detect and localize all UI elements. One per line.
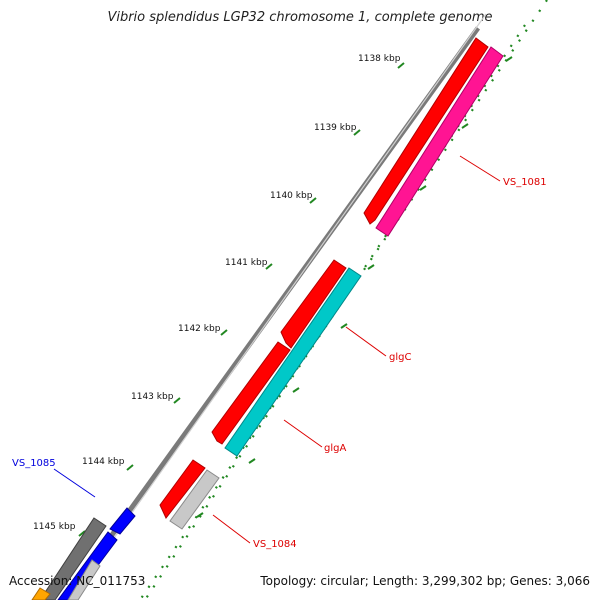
inner-ruler-marks (196, 56, 513, 518)
ruler-tick (78, 530, 86, 537)
cds-features (31, 37, 504, 600)
ruler-tick-label: 1140 kbp (270, 191, 313, 201)
cds-vs1084-grey[interactable] (169, 469, 220, 530)
cds-grey-lower[interactable] (67, 559, 101, 600)
ruler-tick-label: 1141 kbp (225, 258, 268, 268)
gene-label[interactable]: VS_1085 (12, 458, 56, 469)
cds-glgc-cyan[interactable] (224, 267, 362, 457)
map-title: Vibrio splendidus LGP32 chromosome 1, co… (107, 10, 493, 25)
gene-label[interactable]: VS_1081 (503, 177, 547, 188)
ruler-tick (353, 129, 361, 136)
ruler-tick (265, 263, 273, 270)
ruler-tick-label: 1142 kbp (178, 324, 221, 334)
backbone (62, 13, 487, 600)
gene-label[interactable]: VS_1084 (253, 539, 297, 550)
cds-vs1081-pink[interactable] (375, 46, 504, 237)
ruler-tick-label: 1144 kbp (82, 457, 125, 467)
gene-label[interactable]: glgA (324, 443, 346, 454)
ruler-tick-label: 1139 kbp (314, 123, 357, 133)
cds-blue-1[interactable] (109, 507, 136, 535)
ruler-tick-label: 1138 kbp (358, 54, 401, 64)
cds-blue-2[interactable] (57, 531, 118, 600)
label-leaders (53, 155, 501, 544)
ruler-dotted-outer (139, 0, 548, 600)
accession-text: Accession: NC_011753 (9, 574, 146, 588)
gene-label[interactable]: glgC (389, 352, 411, 363)
ruler-tick (220, 329, 228, 336)
cds-vs1084-red[interactable] (159, 459, 206, 519)
gene-labels: VS_1081 glgC glgA VS_1084 VS_1085 (12, 177, 547, 550)
cds-vs1081-red[interactable] (363, 37, 489, 225)
ruler-tick-label: 1145 kbp (33, 522, 76, 532)
ruler-ticks (78, 62, 405, 537)
ruler-tick (173, 397, 181, 404)
ruler-tick (126, 464, 134, 471)
cds-darkgrey[interactable] (39, 517, 107, 600)
cds-orange[interactable] (31, 587, 51, 600)
ruler-tick (309, 197, 317, 204)
ruler-tick (397, 62, 405, 69)
cds-glga-red[interactable] (211, 341, 291, 445)
ruler-tick-label: 1143 kbp (131, 392, 174, 402)
ruler-tick-labels: 1138 kbp 1139 kbp 1140 kbp 1141 kbp 1142 kbp… (33, 54, 401, 532)
genome-summary-text: Topology: circular; Length: 3,299,302 bp… (260, 574, 590, 588)
cds-glgc-red[interactable] (280, 259, 347, 349)
